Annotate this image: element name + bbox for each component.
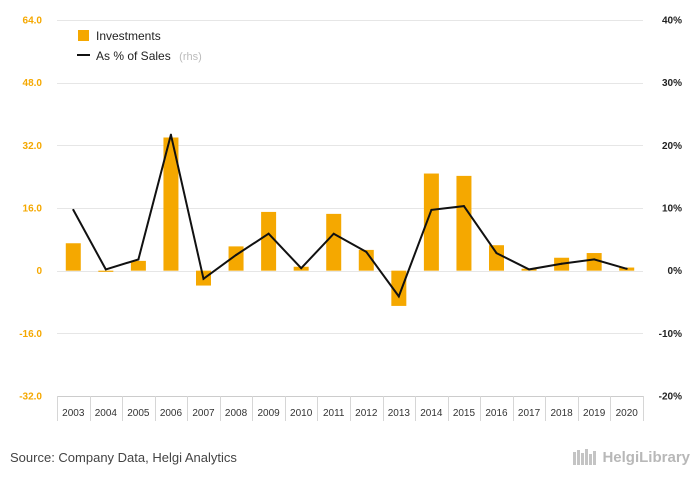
x-tick-label: 2017 bbox=[518, 408, 541, 419]
x-tick-label: 2015 bbox=[453, 408, 476, 419]
x-tick-label: 2014 bbox=[420, 408, 443, 419]
x-tick-label: 2003 bbox=[62, 408, 85, 419]
right-tick-label: 30% bbox=[662, 78, 682, 89]
line-point-2010 bbox=[300, 267, 303, 270]
left-tick-label: -16.0 bbox=[19, 329, 42, 340]
right-axis-ticks: 40% 30% 20% 10% 0% -10% -20% bbox=[659, 16, 682, 403]
chart: 64.0 48.0 32.0 16.0 0 -16.0 -32.0 40% 30% 20% 10%… bbox=[19, 16, 682, 421]
bar-2005 bbox=[130, 260, 146, 271]
left-tick-label: 0 bbox=[36, 266, 42, 277]
bar-2014 bbox=[423, 173, 439, 271]
x-tick-label: 2011 bbox=[323, 408, 345, 419]
x-tick-label: 2007 bbox=[192, 408, 215, 419]
bar-series bbox=[65, 137, 635, 306]
line-point-2015 bbox=[462, 205, 465, 208]
line-series bbox=[72, 133, 628, 299]
bar-2015 bbox=[456, 175, 472, 271]
right-tick-label: -20% bbox=[659, 392, 682, 403]
x-tick-label: 2019 bbox=[583, 408, 606, 419]
legend-line-entry: As % of Sales (rhs) bbox=[96, 47, 202, 64]
line-point-2011 bbox=[332, 232, 335, 235]
x-tick-label: 2016 bbox=[485, 408, 508, 419]
x-tick-label: 2020 bbox=[616, 408, 639, 419]
line-point-2008 bbox=[235, 254, 238, 256]
x-tick-label: 2005 bbox=[127, 408, 150, 419]
gridlines bbox=[57, 20, 643, 397]
left-tick-label: 16.0 bbox=[23, 204, 43, 215]
legend-investments-label: Investments bbox=[96, 29, 161, 43]
bar-2019 bbox=[586, 253, 602, 271]
x-tick-label: 2009 bbox=[257, 408, 280, 419]
bar-2012 bbox=[358, 249, 374, 271]
x-tick-label: 2004 bbox=[95, 408, 118, 419]
bar-2016 bbox=[489, 245, 504, 271]
line-point-2016 bbox=[495, 252, 498, 255]
right-tick-label: 10% bbox=[662, 204, 682, 215]
left-tick-label: -32.0 bbox=[19, 392, 42, 403]
line-point-2004 bbox=[104, 268, 107, 271]
legend-rhs-note: (rhs) bbox=[179, 51, 202, 63]
bar-2009 bbox=[261, 211, 277, 271]
line-point-2005 bbox=[137, 258, 140, 261]
line-point-2020 bbox=[625, 267, 628, 270]
library-books-icon bbox=[573, 449, 597, 465]
line-point-2013 bbox=[397, 295, 400, 298]
line-point-2009 bbox=[267, 232, 270, 235]
line-point-2017 bbox=[528, 268, 531, 271]
x-axis: 2003 2004 2005 2006 2007 2008 2009 2010 2011 2012… bbox=[57, 396, 644, 421]
bar-2013 bbox=[391, 270, 407, 306]
line-point-2014 bbox=[430, 208, 433, 211]
left-axis-ticks: 64.0 48.0 32.0 16.0 0 -16.0 -32.0 bbox=[19, 16, 42, 403]
bar-2011 bbox=[326, 213, 342, 271]
x-tick-label: 2006 bbox=[160, 408, 183, 419]
bar-2003 bbox=[65, 243, 81, 271]
x-tick-label: 2010 bbox=[290, 408, 313, 419]
line-point-2018 bbox=[560, 262, 563, 265]
legend-line-label: As % of Sales bbox=[96, 49, 171, 63]
left-tick-label: 32.0 bbox=[23, 141, 43, 152]
x-tick-label: 2012 bbox=[355, 408, 378, 419]
line-point-2012 bbox=[365, 250, 368, 253]
right-tick-label: -10% bbox=[659, 329, 682, 340]
x-tick-label: 2013 bbox=[388, 408, 411, 419]
line-point-2019 bbox=[593, 258, 596, 261]
line-point-2006 bbox=[169, 133, 172, 136]
line-point-2007 bbox=[202, 277, 205, 280]
legend: Investments As % of Sales (rhs) bbox=[77, 29, 202, 64]
x-tick-label: 2018 bbox=[550, 408, 573, 419]
right-tick-label: 20% bbox=[662, 141, 682, 152]
logo-text: HelgiLibrary bbox=[602, 448, 690, 466]
legend-bar-swatch bbox=[78, 30, 89, 41]
x-tick-label: 2008 bbox=[225, 408, 248, 419]
line-point-2003 bbox=[72, 208, 75, 211]
helgi-library-logo: HelgiLibrary bbox=[572, 448, 690, 466]
bar-2004 bbox=[98, 270, 114, 272]
right-tick-label: 0% bbox=[668, 266, 683, 277]
line-as-pct-of-sales bbox=[72, 134, 627, 299]
right-tick-label: 40% bbox=[662, 16, 682, 27]
source-note: Source: Company Data, Helgi Analytics bbox=[10, 450, 237, 465]
bar-2006 bbox=[163, 137, 179, 271]
left-tick-label: 48.0 bbox=[23, 78, 43, 89]
left-tick-label: 64.0 bbox=[23, 16, 43, 27]
